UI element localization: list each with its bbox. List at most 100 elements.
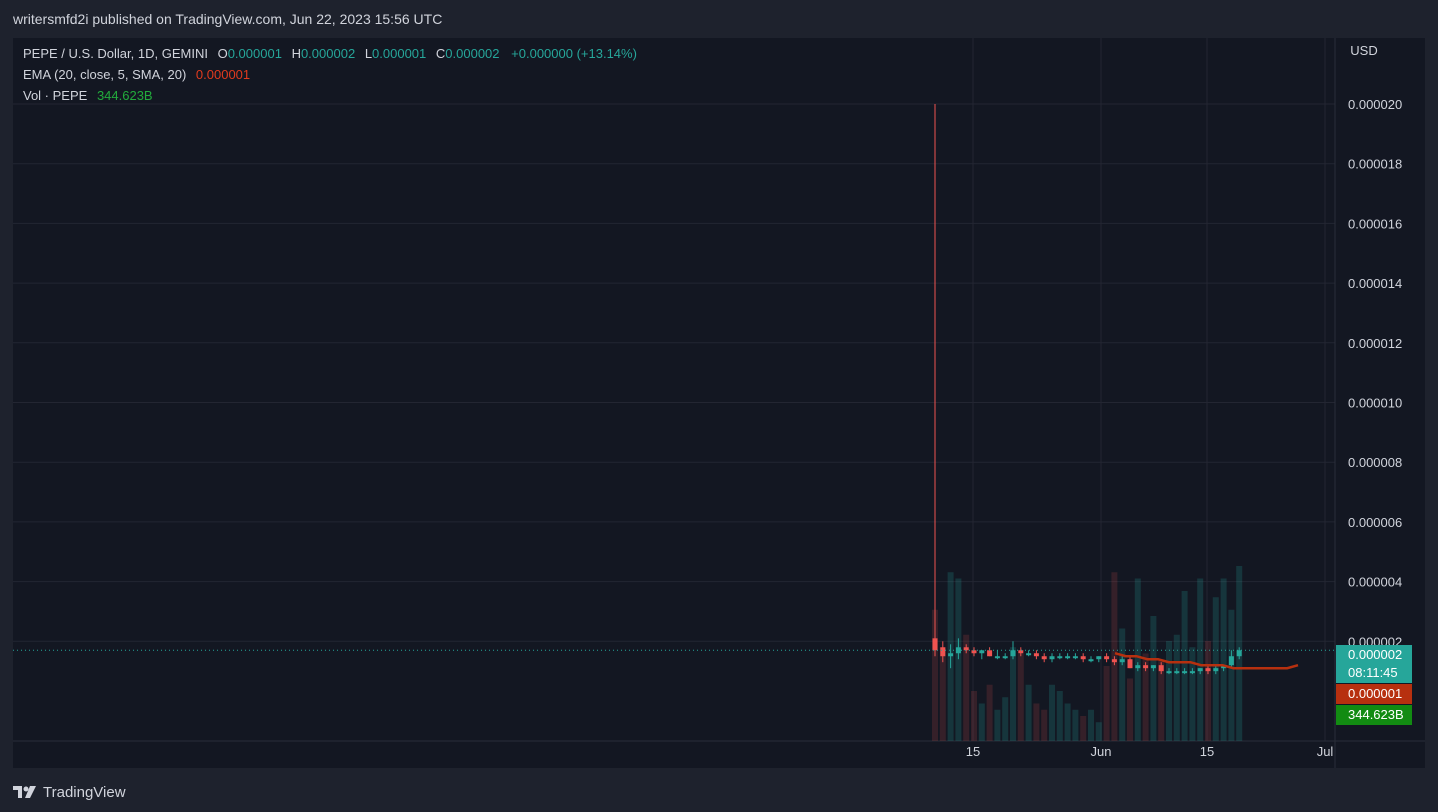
volume-bar <box>963 634 970 741</box>
x-tick-label: Jul <box>1317 744 1334 759</box>
volume-bar <box>1181 591 1188 741</box>
volume-bar <box>955 578 962 741</box>
candle-body <box>1002 656 1008 659</box>
volume-bar <box>1134 578 1141 741</box>
currency-label: USD <box>1350 43 1377 58</box>
candle-body <box>994 656 1000 659</box>
y-tick-label: 0.000006 <box>1348 515 1402 530</box>
volume-bar <box>932 609 938 741</box>
candle-body <box>1189 671 1195 674</box>
candle-body <box>1182 671 1188 674</box>
symbol-label[interactable]: PEPE / U.S. Dollar, 1D, GEMINI <box>23 46 208 61</box>
volume-bar <box>978 703 985 741</box>
volume-bar <box>1064 703 1071 741</box>
candle-body <box>955 647 961 654</box>
y-tick-label: 0.000004 <box>1348 575 1402 590</box>
candle-body <box>1026 653 1032 656</box>
volume-bar <box>1205 641 1211 741</box>
price-tag-value: 0.000002 <box>1348 647 1402 662</box>
candle-body <box>1228 656 1234 666</box>
volume-bar <box>1041 709 1048 741</box>
ema-line <box>1114 651 1299 670</box>
volume-bar <box>1056 691 1063 741</box>
candle-body <box>1065 656 1071 659</box>
open-value: 0.000001 <box>227 46 282 61</box>
candle-body <box>1033 653 1039 657</box>
candle-body <box>1119 659 1125 663</box>
candle-body <box>979 650 985 654</box>
x-tick-label: 15 <box>1200 744 1214 759</box>
volume-bar <box>1010 647 1016 741</box>
volume-bar <box>1049 684 1055 741</box>
volume-bar <box>939 647 946 741</box>
price-tag <box>1336 645 1412 683</box>
candle-body <box>1049 656 1055 660</box>
candle-body <box>1111 659 1117 663</box>
y-tick-label: 0.000016 <box>1348 216 1402 231</box>
low-value: 0.000001 <box>372 46 427 61</box>
candle-body <box>1096 656 1102 660</box>
volume-bar <box>1080 716 1087 741</box>
candle-body <box>1150 665 1156 669</box>
tradingview-logo-icon <box>13 786 36 798</box>
candle-body <box>1072 656 1078 659</box>
candle-body <box>1088 659 1094 662</box>
candle-body <box>1080 656 1086 660</box>
candle-body <box>1236 650 1242 657</box>
countdown-value: 08:11:45 <box>1348 665 1398 680</box>
high-key: H <box>291 46 301 61</box>
candle-body <box>1143 665 1149 669</box>
tradingview-footer[interactable]: TradingView <box>13 782 126 802</box>
volume-bar <box>1142 653 1149 741</box>
candle-body <box>948 653 954 657</box>
volume-bar <box>1166 641 1172 741</box>
candle-body <box>1213 668 1219 672</box>
volume-bar <box>1119 628 1126 741</box>
volume-bar <box>1173 634 1180 741</box>
ema-label[interactable]: EMA (20, close, 5, SMA, 20) <box>23 67 187 82</box>
candle-body <box>1104 656 1110 660</box>
volume-bar <box>1158 659 1165 741</box>
y-tick-label: 0.000018 <box>1348 157 1402 172</box>
candle-body <box>1197 668 1203 672</box>
candle-body <box>1127 659 1133 669</box>
volume-bar <box>1127 678 1133 741</box>
volume-bar <box>1189 647 1196 741</box>
volume-bar <box>1103 666 1110 741</box>
close-key: C <box>435 46 446 61</box>
volume-bar <box>971 691 977 741</box>
volume-tag <box>1336 705 1412 725</box>
chart-svg[interactable]: USD 0.000020 0.000018 0.000016 0.000014 0.000… <box>13 38 1425 768</box>
publisher-line: writersmfd2i published on TradingView.co… <box>13 11 443 27</box>
ema-value: 0.000001 <box>195 67 251 82</box>
volume-bar <box>1017 653 1024 741</box>
candle-body <box>1018 650 1024 654</box>
volume-bar <box>1002 697 1009 741</box>
volume-bar <box>994 709 1001 741</box>
volume-label[interactable]: Vol · PEPE <box>23 88 88 103</box>
candle-body <box>1041 656 1047 660</box>
volume-bar <box>1197 578 1204 741</box>
candle-body <box>932 638 938 651</box>
legend-volume-row: Vol · PEPE 344.623B <box>23 88 153 103</box>
candle-body <box>971 650 977 654</box>
candle-body <box>987 650 993 657</box>
candle-body <box>1158 665 1164 672</box>
open-key: O <box>217 46 228 61</box>
candle-body <box>1205 668 1211 672</box>
candle-body <box>1174 671 1180 674</box>
volume-bar <box>1072 709 1079 741</box>
y-tick-label: 0.000014 <box>1348 276 1402 291</box>
y-tick-label: 0.000020 <box>1348 97 1402 112</box>
change-value: +0.000000 (+13.14%) <box>511 46 637 61</box>
low-key: L <box>364 46 373 61</box>
x-tick-label: 15 <box>966 744 980 759</box>
tradingview-brand: TradingView <box>43 783 126 801</box>
y-tick-label: 0.000012 <box>1348 336 1402 351</box>
x-tick-label: Jun <box>1091 744 1112 759</box>
close-value: 0.000002 <box>445 46 500 61</box>
volume-tag-value: 344.623B <box>1348 707 1404 722</box>
volume-value: 344.623B <box>96 88 153 103</box>
volume-bar <box>1220 578 1227 741</box>
candle-body <box>940 647 946 657</box>
